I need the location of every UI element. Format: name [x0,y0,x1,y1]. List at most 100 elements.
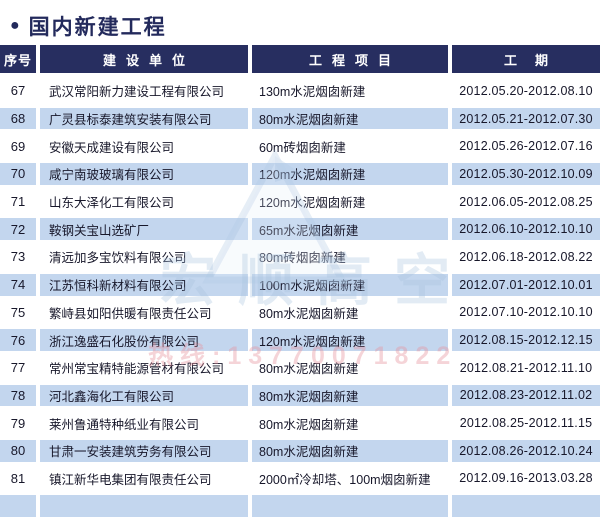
company-cell: 甘肃一安装建筑劳务有限公司 [40,439,248,462]
row-number-cell: 75 [0,302,36,324]
project-description: 80m水泥烟囱新建 [259,113,359,128]
column-header-number: 序号 [0,45,36,73]
period-cell: 2012.08.23-2012.11.02 [452,384,600,407]
row-number: 79 [10,415,26,431]
company-name: 河北鑫海化工有限公司 [49,389,175,404]
row-number: 76 [10,332,26,348]
period-cell: 2012.05.20-2012.08.10 [452,80,600,102]
period-cell: 2012.08.26-2012.10.24 [452,439,600,462]
company-name: 安徽天成建设有限公司 [49,140,175,155]
company-cell [40,495,248,517]
table-body: 67 武汉常阳新力建设工程有限公司 130m水泥烟囱新建 2012.05.20-… [0,77,600,520]
project-description: 80m水泥烟囱新建 [259,417,359,432]
period-dates: 2012.05.30-2012.10.09 [459,166,593,181]
period-cell: 2012.05.26-2012.07.16 [452,135,600,157]
project-cell: 80m水泥烟囱新建 [252,357,448,379]
row-number: 70 [10,166,26,182]
company-cell: 浙江逸盛石化股份有限公司 [40,329,248,351]
row-number-cell: 69 [0,135,36,157]
project-description: 120m水泥烟囱新建 [259,196,366,211]
project-description: 80m水泥烟囱新建 [259,445,359,460]
row-number: 67 [10,83,26,99]
project-description: 80m水泥烟囱新建 [259,389,359,404]
project-cell: 80m水泥烟囱新建 [252,439,448,462]
period-cell: 2012.06.05-2012.08.25 [452,191,600,213]
company-name: 武汉常阳新力建设工程有限公司 [49,85,225,100]
company-name: 镇江新华电集团有限责任公司 [49,472,212,487]
period-dates: 2012.05.20-2012.08.10 [459,83,593,98]
table-row: 78 河北鑫海化工有限公司 80m水泥烟囱新建 2012.08.23-2012.… [0,382,600,410]
row-number-cell: 74 [0,273,36,296]
company-name: 山东大泽化工有限公司 [49,196,175,211]
period-dates: 2012.08.25-2012.11.15 [459,416,593,431]
project-cell: 80m水泥烟囱新建 [252,412,448,434]
company-name: 广灵县标泰建筑安装有限公司 [49,113,212,128]
row-number-cell: 68 [0,107,36,130]
table-row: 67 武汉常阳新力建设工程有限公司 130m水泥烟囱新建 2012.05.20-… [0,77,600,105]
period-cell: 2012.06.10-2012.10.10 [452,218,600,241]
row-number-cell: 72 [0,218,36,241]
row-number-cell: 80 [0,439,36,462]
table-header-row: 序号 建设单位 工程项目 工期 [0,45,600,73]
row-number-cell: 76 [0,329,36,351]
row-number-cell: 79 [0,412,36,434]
row-number: 69 [10,138,26,154]
company-name: 甘肃一安装建筑劳务有限公司 [49,445,212,460]
company-cell: 鞍钢关宝山选矿厂 [40,218,248,241]
period-cell: 2012.08.15-2012.12.15 [452,329,600,351]
table-row: 80 甘肃一安装建筑劳务有限公司 80m水泥烟囱新建 2012.08.26-20… [0,437,600,465]
period-dates: 2012.06.10-2012.10.10 [459,222,593,237]
project-cell: 120m水泥烟囱新建 [252,329,448,351]
period-dates: 2012.06.18-2012.08.22 [459,249,593,264]
company-cell: 咸宁南玻玻璃有限公司 [40,163,248,185]
project-description: 80m水泥烟囱新建 [259,306,359,321]
table-row: 73 清远加多宝饮料有限公司 80m砖烟囱新建 2012.06.18-2012.… [0,243,600,271]
period-dates: 2012.05.21-2012.07.30 [459,111,593,126]
project-description: 80m水泥烟囱新建 [259,362,359,377]
row-number-cell: 73 [0,246,36,268]
project-cell: 100m水泥烟囱新建 [252,273,448,296]
project-description: 80m砖烟囱新建 [259,251,346,266]
project-cell: 120m水泥烟囱新建 [252,163,448,185]
period-cell: 2012.08.25-2012.11.15 [452,412,600,434]
table-row: 79 莱州鲁通特种纸业有限公司 80m水泥烟囱新建 2012.08.25-201… [0,409,600,437]
period-dates: 2012.09.16-2013.03.28 [459,471,593,486]
project-description: 120m水泥烟囱新建 [259,334,366,349]
period-cell: 2012.07.10-2012.10.10 [452,302,600,324]
period-dates: 2012.07.01-2012.10.01 [459,277,593,292]
project-description: 65m水泥烟囱新建 [259,223,359,238]
column-header-company: 建设单位 [40,45,248,73]
project-description: 100m水泥烟囱新建 [259,279,366,294]
company-cell: 广灵县标泰建筑安装有限公司 [40,107,248,130]
company-cell: 莱州鲁通特种纸业有限公司 [40,412,248,434]
row-number-cell: 78 [0,384,36,407]
project-cell: 80m水泥烟囱新建 [252,302,448,324]
project-cell: 80m砖烟囱新建 [252,246,448,268]
project-cell: 120m水泥烟囱新建 [252,191,448,213]
period-dates: 2012.06.05-2012.08.25 [459,194,593,209]
row-number: 75 [10,304,26,320]
row-number-cell: 70 [0,163,36,185]
row-number: 74 [10,277,26,293]
project-description: 60m砖烟囱新建 [259,140,346,155]
table-row: 68 广灵县标泰建筑安装有限公司 80m水泥烟囱新建 2012.05.21-20… [0,105,600,133]
row-number: 78 [10,387,26,403]
company-cell: 山东大泽化工有限公司 [40,191,248,213]
company-cell: 江苏恒科新材料有限公司 [40,273,248,296]
company-name: 浙江逸盛石化股份有限公司 [49,334,200,349]
period-cell: 2012.07.01-2012.10.01 [452,273,600,296]
row-number-cell: 71 [0,191,36,213]
row-number: 73 [10,249,26,265]
table-row: 69 安徽天成建设有限公司 60m砖烟囱新建 2012.05.26-2012.0… [0,132,600,160]
company-cell: 武汉常阳新力建设工程有限公司 [40,80,248,102]
row-number: 68 [10,111,26,127]
company-name: 咸宁南玻玻璃有限公司 [49,168,175,183]
project-cell: 130m水泥烟囱新建 [252,80,448,102]
table-row: 72 鞍钢关宝山选矿厂 65m水泥烟囱新建 2012.06.10-2012.10… [0,215,600,243]
row-number-cell [0,495,36,517]
column-header-period: 工期 [452,45,600,73]
company-name: 莱州鲁通特种纸业有限公司 [49,417,200,432]
company-name: 清远加多宝饮料有限公司 [49,251,187,266]
table-row: 77 常州常宝精特能源管材有限公司 80m水泥烟囱新建 2012.08.21-2… [0,354,600,382]
period-cell [452,495,600,517]
